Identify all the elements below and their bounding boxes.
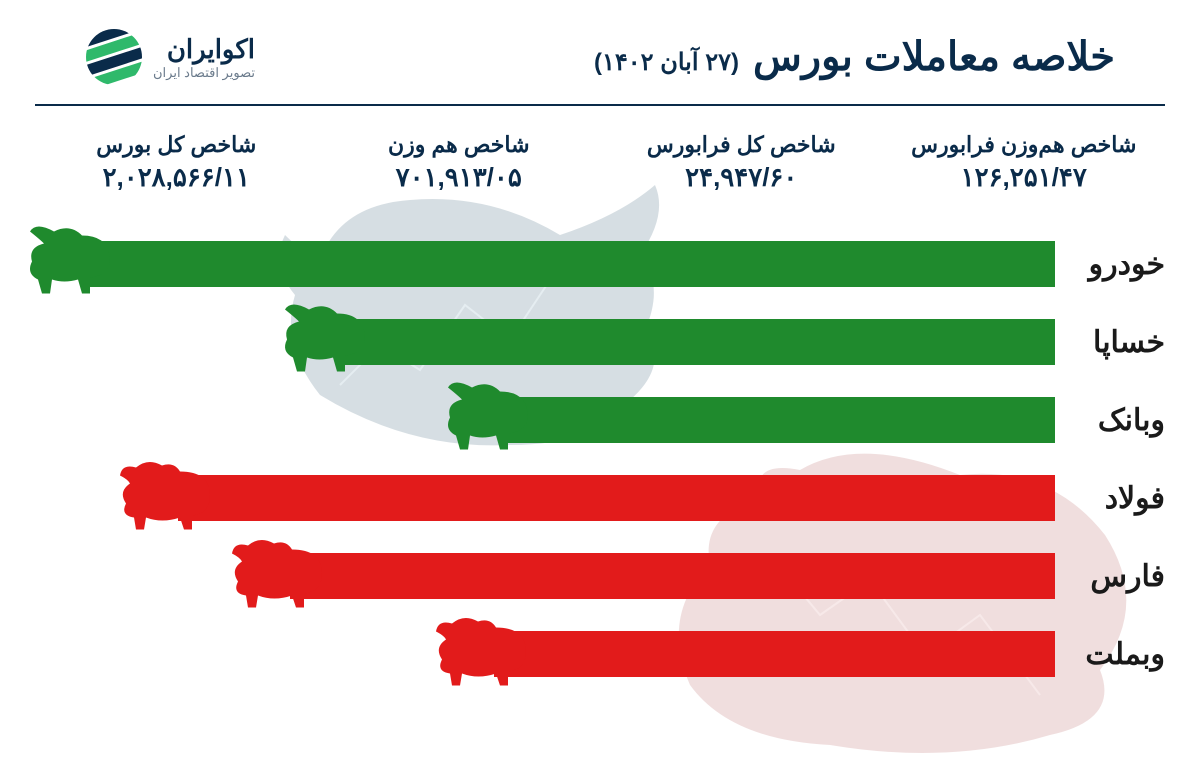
- bar-fill: [494, 631, 1055, 677]
- bear-icon: [230, 534, 326, 619]
- title-wrap: خلاصه معاملات بورس (۲۷ آبان ۱۴۰۲): [594, 34, 1115, 80]
- gainer-row: خودرو: [35, 225, 1165, 303]
- index-item: شاخص هم وزن ۷۰۱,۹۱۳/۰۵: [318, 132, 601, 193]
- bar-fill: [178, 475, 1055, 521]
- page-title: خلاصه معاملات بورس: [753, 34, 1115, 80]
- bar-label: وبملت: [1055, 637, 1165, 672]
- bull-icon: [26, 222, 122, 307]
- bar-track: [35, 553, 1055, 599]
- index-label: شاخص کل بورس: [35, 132, 318, 158]
- bar-fill: [504, 397, 1055, 443]
- chart-area: خودرو خساپا وبانک فولاد فارس وبملت: [0, 215, 1200, 735]
- brand-logo-icon: [85, 28, 143, 86]
- bar-label: فارس: [1055, 559, 1165, 594]
- loser-row: وبملت: [35, 615, 1165, 693]
- bear-icon: [118, 456, 214, 541]
- page-date: (۲۷ آبان ۱۴۰۲): [594, 48, 739, 77]
- bar-fill: [86, 241, 1055, 287]
- index-value: ۲,۰۲۸,۵۶۶/۱۱: [35, 162, 318, 193]
- index-value: ۱۲۶,۲۵۱/۴۷: [883, 162, 1166, 193]
- brand-logo: اکوایران تصویر اقتصاد ایران: [85, 28, 255, 86]
- bar-label: فولاد: [1055, 481, 1165, 516]
- index-label: شاخص هم وزن: [318, 132, 601, 158]
- bar-fill: [290, 553, 1055, 599]
- bar-label: وبانک: [1055, 403, 1165, 438]
- bar-label: خساپا: [1055, 325, 1165, 360]
- index-value: ۷۰۱,۹۱۳/۰۵: [318, 162, 601, 193]
- bar-track: [35, 241, 1055, 287]
- index-label: شاخص هم‌وزن فرابورس: [883, 132, 1166, 158]
- index-item: شاخص هم‌وزن فرابورس ۱۲۶,۲۵۱/۴۷: [883, 132, 1166, 193]
- bull-icon: [281, 300, 377, 385]
- bar-track: [35, 319, 1055, 365]
- bull-icon: [444, 378, 540, 463]
- bear-icon: [434, 612, 530, 697]
- loser-row: فولاد: [35, 459, 1165, 537]
- gainer-row: وبانک: [35, 381, 1165, 459]
- index-item: شاخص کل فرابورس ۲۴,۹۴۷/۶۰: [600, 132, 883, 193]
- index-label: شاخص کل فرابورس: [600, 132, 883, 158]
- bars-container: خودرو خساپا وبانک فولاد فارس وبملت: [35, 225, 1165, 693]
- index-item: شاخص کل بورس ۲,۰۲۸,۵۶۶/۱۱: [35, 132, 318, 193]
- bar-track: [35, 475, 1055, 521]
- brand-tagline: تصویر اقتصاد ایران: [153, 65, 255, 81]
- bar-label: خودرو: [1055, 247, 1165, 282]
- bar-track: [35, 631, 1055, 677]
- index-value: ۲۴,۹۴۷/۶۰: [600, 162, 883, 193]
- header: خلاصه معاملات بورس (۲۷ آبان ۱۴۰۲) اکوایر…: [35, 0, 1165, 106]
- bar-track: [35, 397, 1055, 443]
- indices-row: شاخص کل بورس ۲,۰۲۸,۵۶۶/۱۱ شاخص هم وزن ۷۰…: [0, 106, 1200, 215]
- loser-row: فارس: [35, 537, 1165, 615]
- gainer-row: خساپا: [35, 303, 1165, 381]
- bar-fill: [341, 319, 1055, 365]
- brand-name: اکوایران: [153, 34, 255, 65]
